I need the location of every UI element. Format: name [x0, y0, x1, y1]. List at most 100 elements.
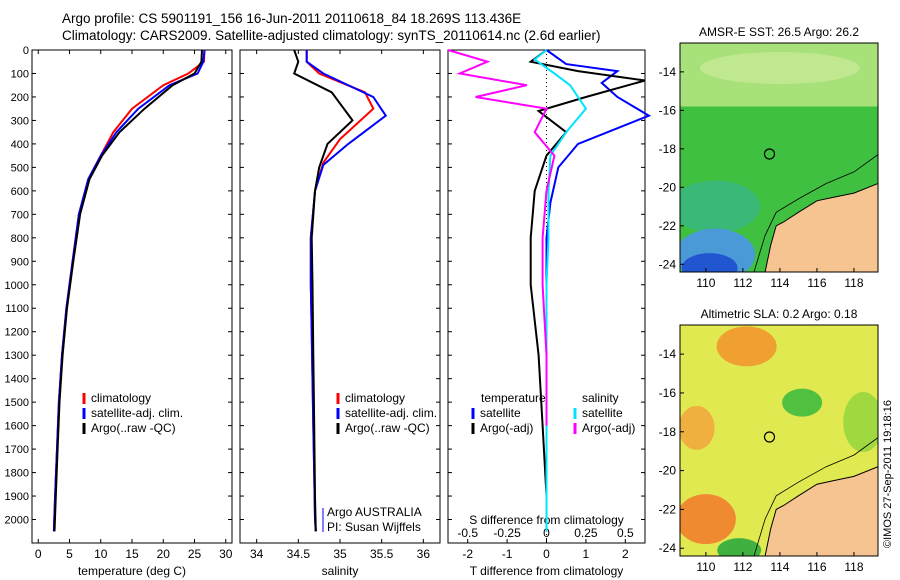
land-mass	[764, 466, 878, 556]
x-tick-label: 35.5	[370, 547, 394, 561]
y-tick-label: 0	[23, 45, 29, 57]
x-tick-label: 0	[543, 547, 550, 561]
y-tick-label: 1200	[5, 327, 29, 339]
y-tick-label: 600	[11, 186, 29, 198]
legend-label: satellite	[582, 406, 623, 420]
series-line-argo-raw-qc-	[292, 49, 354, 532]
map-x-tick-label: 116	[807, 276, 826, 290]
y-tick-label: 1400	[5, 374, 29, 386]
y-tick-label: 200	[11, 92, 29, 104]
series-line-temperature-argo-adj-	[528, 49, 646, 532]
y-tick-label: 400	[11, 139, 29, 151]
x-tick-label: 0	[35, 547, 42, 561]
y-tick-label: 500	[11, 162, 29, 174]
map-title-sst: AMSR-E SST: 26.5 Argo: 26.2	[699, 25, 859, 39]
x-axis-label: temperature (deg C)	[78, 564, 186, 578]
x-axis-label: T difference from climatology	[470, 564, 624, 578]
x-tick-label: 34	[250, 547, 264, 561]
x-tick-label-s: -0.25	[493, 526, 521, 540]
y-tick-label: 1900	[5, 491, 29, 503]
map-x-tick-label: 114	[770, 560, 789, 574]
y-tick-label: 1100	[5, 303, 29, 315]
map-x-tick-label: 110	[696, 276, 715, 290]
map-title-sla: Altimetric SLA: 0.2 Argo: 0.18	[701, 307, 858, 321]
map-y-tick-label: -20	[659, 180, 677, 194]
sla-high-patch	[680, 494, 736, 545]
x-tick-label: 20	[157, 547, 171, 561]
legend-label: climatology	[345, 391, 405, 405]
map-field-sst	[680, 43, 878, 272]
map-x-tick-label: 116	[807, 560, 826, 574]
header-line-2: Climatology: CARS2009. Satellite-adjuste…	[62, 28, 601, 43]
sst-cool-patch	[680, 180, 761, 233]
map-x-tick-label: 112	[733, 560, 752, 574]
x-tick-label: 1	[583, 547, 590, 561]
legend-label: satellite-adj. clim.	[345, 406, 437, 420]
map-x-tick-label: 114	[770, 276, 789, 290]
x-tick-label: -2	[462, 547, 473, 561]
y-tick-label: 1700	[5, 444, 29, 456]
map-y-tick-label: -14	[659, 347, 677, 361]
series-line-salinity-argo-adj-	[447, 49, 556, 426]
argo-position-marker	[763, 431, 776, 443]
legend-label: satellite	[480, 406, 521, 420]
map-y-tick-label: -18	[659, 425, 677, 439]
x-tick-label: -1	[502, 547, 513, 561]
legend-label: Argo(-adj)	[480, 421, 533, 435]
map-x-tick-label: 118	[844, 560, 863, 574]
y-tick-label: 700	[11, 209, 29, 221]
map-field-sla	[680, 325, 878, 556]
sla-mid-patch	[843, 392, 878, 453]
y-tick-label: 1300	[5, 350, 29, 362]
x-tick-label: 2	[622, 547, 629, 561]
plot-frame-salinity	[239, 49, 441, 544]
x-tick-label-s: 0	[543, 526, 550, 540]
map-x-tick-label: 110	[696, 560, 715, 574]
map-y-tick-label: -16	[659, 103, 677, 117]
legend-label: Argo(..raw -QC)	[345, 421, 430, 435]
y-tick-label: 1500	[5, 397, 29, 409]
map-x-tick-label: 112	[733, 276, 752, 290]
map-y-tick-label: -24	[659, 541, 677, 555]
x-tick-label: 30	[219, 547, 233, 561]
sst-coldest-patch	[681, 253, 738, 272]
header-line-1: Argo profile: CS 5901191_156 16-Jun-2011…	[62, 11, 522, 26]
map-y-tick-label: -22	[659, 219, 677, 233]
map-y-tick-label: -20	[659, 464, 677, 478]
annotation-text: PI: Susan Wijffels	[327, 520, 421, 534]
imos-credit: ©IMOS 27-Sep-2011 19:18:16	[882, 400, 894, 548]
x-tick-label-s: 0.25	[574, 526, 598, 540]
series-line-argo-raw-qc-	[53, 49, 203, 532]
x-tick-label: 36	[417, 547, 431, 561]
map-frame-sst	[679, 42, 879, 273]
legend-label: Argo(..raw -QC)	[91, 421, 176, 435]
y-tick-label: 300	[11, 115, 29, 127]
annotation-text: Argo AUSTRALIA	[327, 505, 422, 519]
x-tick-label-s: 0.5	[617, 526, 634, 540]
plot-frame-temperature	[31, 49, 233, 544]
land-mass	[764, 182, 878, 272]
map-y-tick-label: -24	[659, 257, 677, 271]
x-tick-label: 34.5	[287, 547, 311, 561]
sla-low-patch	[782, 388, 823, 417]
map-y-tick-label: -22	[659, 502, 677, 516]
map-y-tick-label: -14	[659, 65, 677, 79]
y-tick-label: 2000	[5, 515, 29, 527]
sla-high-patch	[680, 405, 715, 450]
map-y-tick-label: -16	[659, 386, 677, 400]
y-tick-label: 1600	[5, 421, 29, 433]
sla-low-patch	[717, 538, 762, 556]
x-tick-label-s: -0.5	[457, 526, 478, 540]
x-tick-label: 25	[188, 547, 202, 561]
y-tick-label: 1000	[5, 280, 29, 292]
legend-label: climatology	[91, 391, 151, 405]
map-y-tick-label: -18	[659, 142, 677, 156]
legend-title: temperature	[481, 391, 546, 405]
x-tick-label: 35	[333, 547, 347, 561]
argo-position-marker	[763, 148, 776, 160]
y-tick-label: 900	[11, 256, 29, 268]
sla-high-patch	[716, 326, 777, 367]
shelf-contour	[753, 437, 878, 556]
y-tick-label: 800	[11, 233, 29, 245]
